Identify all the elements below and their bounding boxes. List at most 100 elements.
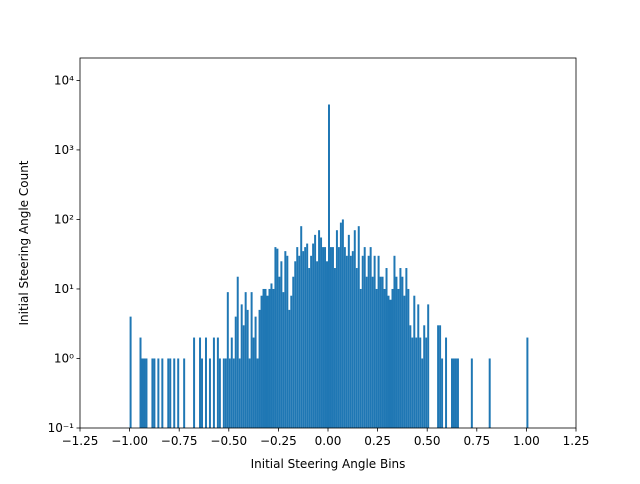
bar: [252, 337, 255, 428]
bar: [264, 288, 267, 428]
bar: [280, 261, 283, 428]
bar: [367, 255, 370, 428]
bar: [312, 243, 315, 428]
bar: [427, 304, 430, 428]
bar: [411, 337, 414, 428]
bar: [353, 230, 356, 428]
bar: [423, 325, 426, 428]
y-tick-label: 10¹: [54, 282, 74, 296]
x-axis-label: Initial Steering Angle Bins: [251, 457, 406, 471]
bar: [274, 247, 277, 428]
bar: [222, 358, 225, 428]
bar: [381, 276, 384, 428]
bar: [294, 261, 297, 428]
bar: [387, 295, 390, 428]
bar: [413, 295, 416, 428]
bar: [441, 358, 444, 428]
y-tick-label: 10²: [54, 212, 74, 226]
bar: [228, 358, 231, 428]
bar: [470, 358, 473, 428]
bar: [268, 288, 271, 428]
bar: [193, 337, 196, 428]
bar: [399, 268, 402, 428]
bar: [173, 358, 176, 428]
bar: [335, 230, 338, 428]
bar: [415, 337, 418, 428]
bar: [286, 255, 289, 428]
bar: [292, 276, 295, 428]
bar: [456, 358, 459, 428]
bar: [296, 247, 299, 428]
bar: [419, 337, 422, 428]
x-tick-label: 0.50: [414, 434, 441, 448]
bar: [341, 219, 344, 428]
bar: [439, 325, 442, 428]
x-tick-label: −0.50: [210, 434, 247, 448]
bar: [169, 358, 172, 428]
bar: [401, 276, 404, 428]
bar: [272, 288, 275, 428]
bar: [302, 251, 305, 428]
bar: [306, 243, 309, 428]
bar: [452, 358, 455, 428]
bar: [282, 292, 285, 428]
bar: [349, 255, 352, 428]
bar: [329, 247, 332, 428]
bar: [143, 358, 146, 428]
bar: [145, 358, 148, 428]
bar: [224, 358, 227, 428]
bar: [331, 247, 334, 428]
bar: [375, 288, 378, 428]
bar: [322, 247, 325, 428]
bar: [248, 358, 251, 428]
bar: [290, 295, 293, 428]
bar: [262, 288, 265, 428]
bar: [167, 358, 170, 428]
bar: [359, 288, 362, 428]
bar: [333, 268, 336, 428]
bar: [310, 255, 313, 428]
bar: [355, 268, 358, 428]
bar: [393, 255, 396, 428]
bar: [157, 358, 160, 428]
bar: [308, 268, 311, 428]
bar: [351, 251, 354, 428]
bar: [161, 358, 164, 428]
x-tick-label: 0.00: [315, 434, 342, 448]
bar: [238, 358, 241, 428]
y-tick-label: 10⁴: [54, 73, 74, 87]
bar: [183, 358, 186, 428]
x-tick-label: 0.25: [364, 434, 391, 448]
bar: [256, 358, 259, 428]
bar: [379, 276, 382, 428]
bar: [284, 251, 287, 428]
bar: [451, 358, 453, 428]
x-tick-label: 1.00: [513, 434, 540, 448]
bar: [337, 247, 340, 428]
bar: [258, 309, 261, 428]
bar: [403, 295, 406, 428]
bar: [270, 283, 273, 428]
bar: [407, 288, 410, 428]
bar: [201, 358, 204, 428]
bar: [141, 358, 144, 428]
bar: [324, 247, 327, 428]
bars: [129, 104, 529, 428]
bar: [232, 358, 235, 428]
bar: [405, 268, 408, 428]
x-tick-label: 1.25: [563, 434, 590, 448]
bar: [347, 234, 350, 428]
bar: [371, 276, 374, 428]
bar: [254, 316, 257, 428]
bar: [246, 309, 249, 428]
bar: [377, 255, 380, 428]
bar: [369, 247, 372, 428]
bar: [343, 247, 346, 428]
bar: [226, 292, 229, 428]
bar: [153, 358, 156, 428]
bar: [260, 295, 263, 428]
bar: [437, 325, 440, 428]
x-tick-label: −0.75: [161, 434, 198, 448]
bar: [218, 358, 221, 428]
bar: [199, 337, 202, 428]
